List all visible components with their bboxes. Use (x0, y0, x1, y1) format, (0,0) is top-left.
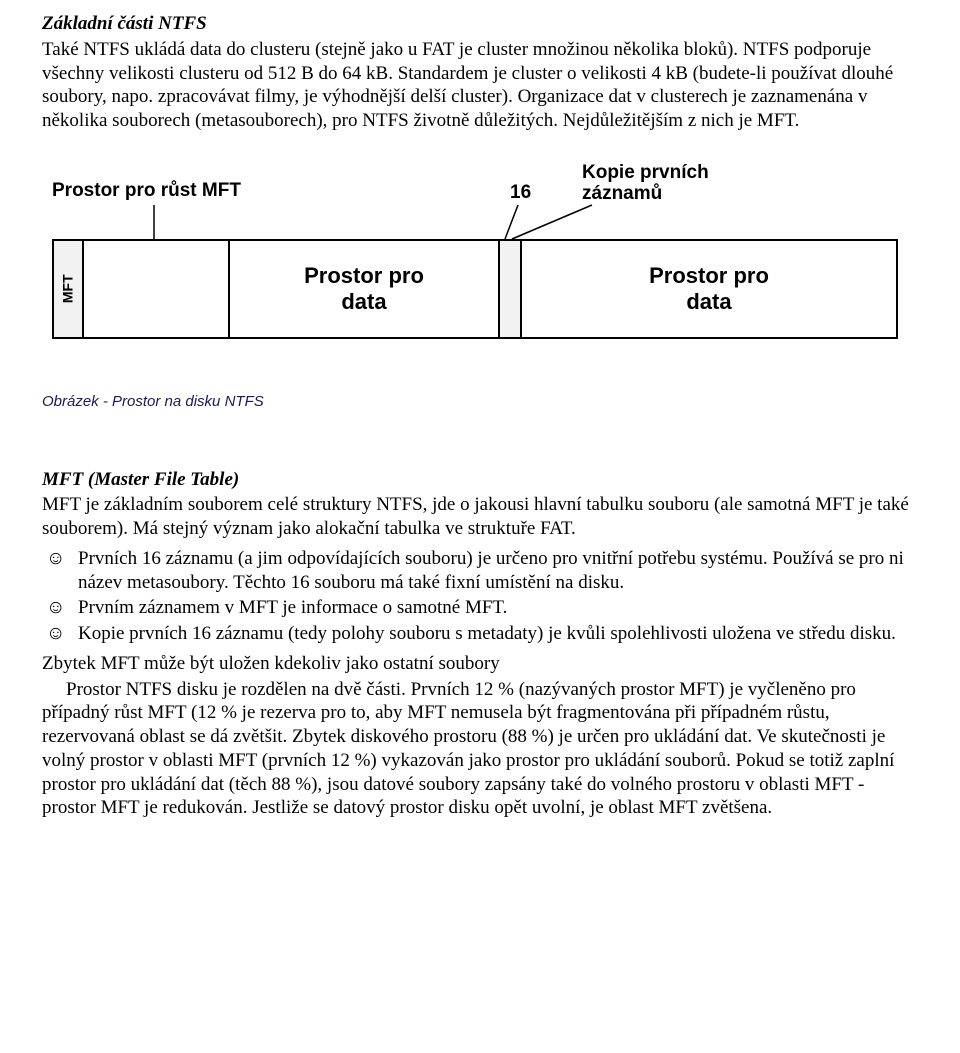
list-item: Kopie prvních 16 záznamu (tedy polohy so… (42, 622, 918, 646)
segment-mft: MFT (54, 241, 84, 337)
document-page: Základní části NTFS Také NTFS ukládá dat… (0, 0, 960, 852)
list-item: Prvním záznamem v MFT je informace o sam… (42, 596, 918, 620)
section-heading-mft: MFT (Master File Table) (42, 468, 918, 492)
mft-after-1: Zbytek MFT může být uložen kdekoliv jako… (42, 652, 918, 676)
mft-after-2: Prostor NTFS disku je rozdělen na dvě čá… (42, 678, 918, 821)
segment-data-1: Prostor pro data (230, 241, 500, 337)
ntfs-layout-diagram: MFT Prostor pro data Prostor pro data (52, 239, 898, 339)
spacer (42, 422, 918, 464)
figure-caption: Obrázek - Prostor na disku NTFS (42, 393, 918, 412)
segment-data-1-line2: data (341, 289, 386, 314)
segment-data-2-line1: Prostor pro (649, 263, 769, 288)
segment-mft-growth (84, 241, 230, 337)
segment-data-2: Prostor pro data (522, 241, 896, 337)
figure-ntfs-disk: Prostor pro růst MFT 16 Kopie prvních zá… (42, 161, 918, 412)
mft-bullet-list: Prvních 16 záznamu (a jim odpovídajících… (42, 547, 918, 646)
segment-mft-copy (500, 241, 522, 337)
segment-data-2-line2: data (686, 289, 731, 314)
section-heading-ntfs: Základní části NTFS (42, 12, 918, 36)
segment-data-1-line1: Prostor pro (304, 263, 424, 288)
list-item: Prvních 16 záznamu (a jim odpovídajících… (42, 547, 918, 595)
segment-mft-label: MFT (59, 274, 77, 303)
mft-paragraph-1: MFT je základním souborem celé struktury… (42, 493, 918, 541)
intro-paragraph: Také NTFS ukládá data do clusteru (stejn… (42, 38, 918, 133)
figure-canvas: Prostor pro růst MFT 16 Kopie prvních zá… (42, 161, 912, 371)
